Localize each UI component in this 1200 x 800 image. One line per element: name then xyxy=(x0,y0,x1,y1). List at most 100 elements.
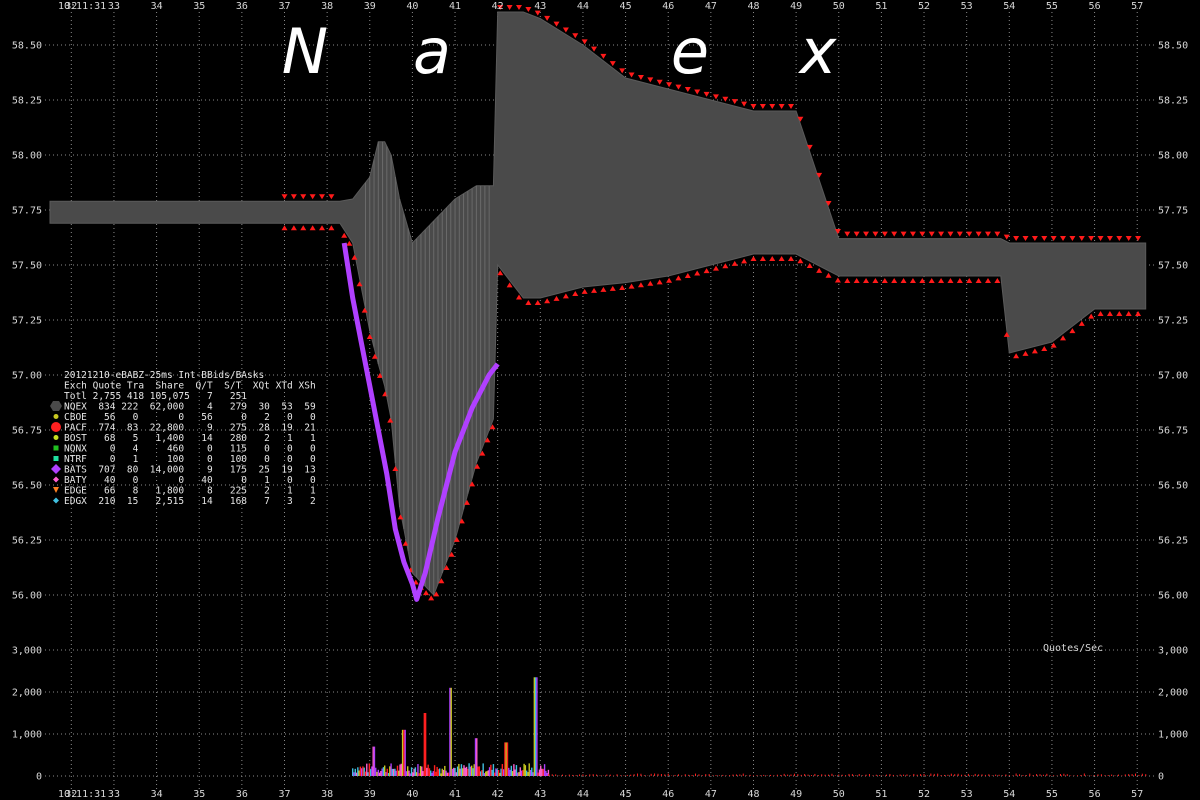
pacf-ask-marker xyxy=(769,104,776,109)
pacf-bid-marker xyxy=(806,263,813,269)
x-tick-bottom: 42 xyxy=(492,789,504,800)
pacf-bid-marker xyxy=(1022,350,1029,356)
pacf-bid-marker xyxy=(1116,311,1123,316)
pacf-ask-marker xyxy=(600,53,607,59)
pacf-ask-marker xyxy=(647,77,654,83)
price-tick-right: 56.50 xyxy=(1158,481,1188,492)
pacf-bid-marker xyxy=(463,499,470,505)
x-tick-bottom: 32 xyxy=(65,789,77,800)
pacf-bid-marker xyxy=(872,278,879,283)
pacf-bid-marker xyxy=(553,295,560,301)
pacf-bid-marker xyxy=(816,267,823,273)
pacf-ask-marker xyxy=(319,194,326,200)
x-tick-top: 54 xyxy=(1003,1,1015,12)
pacf-bid-marker xyxy=(741,258,748,264)
pacf-bid-marker xyxy=(341,232,348,238)
pacf-ask-marker xyxy=(1106,236,1113,241)
pacf-ask-marker xyxy=(778,104,785,109)
pacf-bid-marker xyxy=(319,225,326,231)
x-tick-bottom: 49 xyxy=(790,789,802,800)
x-tick-top: 48 xyxy=(747,1,759,12)
pacf-bid-marker xyxy=(281,225,288,231)
pacf-ask-marker xyxy=(1069,236,1076,241)
x-tick-top: 39 xyxy=(364,1,376,12)
nqex-quote-band xyxy=(49,11,1147,596)
pacf-ask-marker xyxy=(328,194,335,200)
price-tick-right: 57.75 xyxy=(1158,206,1188,217)
x-tick-top: 47 xyxy=(705,1,717,12)
price-tick-left: 58.25 xyxy=(12,96,42,107)
pacf-ask-marker xyxy=(637,74,644,80)
pacf-bid-marker xyxy=(600,286,607,292)
pacf-ask-marker xyxy=(984,231,991,237)
legend-marker xyxy=(51,422,61,432)
legend-marker xyxy=(50,401,62,411)
pacf-ask-marker xyxy=(731,99,738,105)
x-tick-bottom: 34 xyxy=(151,789,163,800)
pacf-ask-marker xyxy=(712,94,719,100)
x-tick-bottom: 53 xyxy=(961,789,973,800)
pacf-ask-marker xyxy=(656,79,663,85)
price-tick-right: 58.25 xyxy=(1158,96,1188,107)
x-tick-bottom: 43 xyxy=(534,789,546,800)
x-tick-bottom: 38 xyxy=(321,789,333,800)
pacf-ask-marker xyxy=(309,194,316,200)
pacf-bid-marker xyxy=(928,278,935,283)
x-tick-top: 45 xyxy=(620,1,632,12)
pacf-bid-marker xyxy=(351,254,358,260)
legend-title: 20121210-eBABZ-25ms Int-BBids/BAsks xyxy=(64,370,264,381)
pacf-bid-marker xyxy=(628,283,635,289)
x-tick-top: 49 xyxy=(790,1,802,12)
pacf-ask-marker xyxy=(947,231,954,237)
pacf-bid-marker xyxy=(731,260,738,266)
pacf-bid-marker xyxy=(479,450,486,456)
price-tick-right: 56.00 xyxy=(1158,591,1188,602)
pacf-ask-marker xyxy=(675,84,682,90)
pacf-bid-marker xyxy=(1060,335,1067,341)
pacf-bid-marker xyxy=(300,225,307,231)
legend-marker xyxy=(53,414,59,419)
x-tick-bottom: 33 xyxy=(108,789,120,800)
pacf-ask-marker xyxy=(1135,236,1142,241)
legend-row: Totl 2,755 418 105,075 7 251 xyxy=(64,391,247,402)
pacf-bid-marker xyxy=(371,353,378,359)
pacf-bid-marker xyxy=(328,225,335,231)
pacf-bid-marker xyxy=(956,278,963,283)
pacf-ask-marker xyxy=(891,231,898,237)
pacf-ask-marker xyxy=(722,96,729,102)
pacf-ask-marker xyxy=(994,231,1001,237)
pacf-bid-marker xyxy=(863,278,870,283)
pacf-bid-marker xyxy=(448,551,455,557)
pacf-ask-marker xyxy=(1097,236,1104,241)
legend-row: NTRF 0 1 100 0 100 0 0 0 xyxy=(64,454,316,465)
pacf-bid-marker xyxy=(834,277,841,283)
pacf-bid-marker xyxy=(881,278,888,283)
legend-marker xyxy=(53,456,59,461)
pacf-bid-marker xyxy=(647,280,654,286)
pacf-bid-marker xyxy=(1031,348,1038,354)
pacf-ask-marker xyxy=(909,231,916,237)
pacf-bid-marker xyxy=(453,536,460,542)
pacf-bid-marker xyxy=(778,256,785,261)
price-tick-left: 57.75 xyxy=(12,206,42,217)
pacf-bid-marker xyxy=(1013,353,1020,359)
pacf-bid-marker xyxy=(825,272,832,278)
pacf-bid-marker xyxy=(392,466,399,471)
legend-row: NQNX 0 4 460 0 115 0 0 0 xyxy=(64,444,316,455)
legend-row: EDGX 210 15 2,515 14 168 7 3 2 xyxy=(64,496,316,507)
price-tick-left: 56.75 xyxy=(12,426,42,437)
pacf-ask-marker xyxy=(872,231,879,237)
price-tick-right: 56.75 xyxy=(1158,426,1188,437)
pacf-bid-marker xyxy=(474,463,481,469)
legend-marker xyxy=(53,445,59,451)
pacf-bid-marker xyxy=(534,300,541,305)
pacf-bid-marker xyxy=(900,278,907,283)
pacf-ask-marker xyxy=(562,27,569,33)
pacf-bid-marker xyxy=(581,288,588,294)
x-tick-bottom: 48 xyxy=(747,789,759,800)
pacf-bid-marker xyxy=(666,277,673,283)
quote-markers xyxy=(281,5,1142,601)
x-tick-bottom: 57 xyxy=(1131,789,1143,800)
bats-line xyxy=(341,242,500,602)
